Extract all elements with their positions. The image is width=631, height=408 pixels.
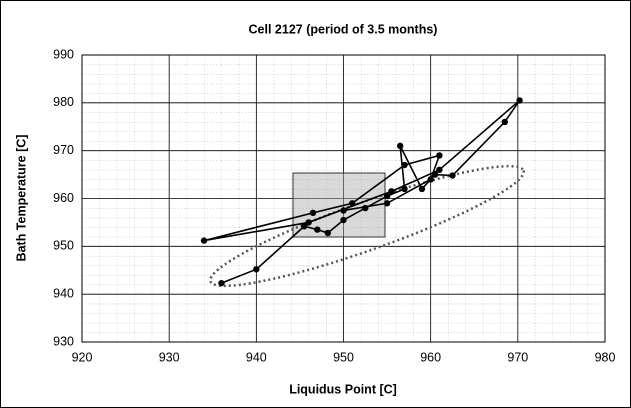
- data-point: [383, 192, 391, 200]
- y-tick-label: 960: [53, 191, 74, 205]
- x-tick-label: 920: [72, 350, 93, 364]
- data-point: [516, 97, 523, 104]
- data-point: [253, 266, 260, 273]
- data-point: [383, 200, 391, 207]
- data-point: [418, 185, 426, 193]
- y-tick-label: 970: [53, 143, 74, 157]
- data-point: [362, 204, 369, 212]
- data-point: [340, 207, 347, 214]
- data-point: [301, 223, 308, 230]
- data-point: [388, 188, 395, 195]
- data-point: [396, 142, 404, 150]
- data-point: [324, 229, 332, 237]
- x-tick-label: 950: [333, 350, 354, 364]
- y-tick-label: 990: [53, 47, 74, 61]
- data-point: [314, 226, 321, 233]
- data-point: [401, 185, 408, 193]
- chart-title: Cell 2127 (period of 3.5 months): [249, 22, 438, 36]
- x-tick-label: 960: [420, 350, 441, 364]
- plot-border: [81, 54, 606, 343]
- data-point: [401, 161, 408, 169]
- data-point: [218, 279, 225, 287]
- ellipse: [209, 164, 525, 288]
- data-point: [449, 172, 456, 179]
- marks: [200, 97, 523, 287]
- series-line: [203, 99, 521, 284]
- data-point: [436, 152, 443, 159]
- data-point: [427, 176, 434, 183]
- data-point: [349, 200, 356, 207]
- y-tick-label: 940: [53, 286, 74, 300]
- y-tick-label: 980: [53, 95, 74, 109]
- data-point: [309, 209, 317, 217]
- data-point: [340, 216, 347, 224]
- x-tick-label: 930: [159, 350, 180, 364]
- y-tick-label: 950: [53, 239, 74, 253]
- data-point: [431, 171, 439, 178]
- data-point: [436, 166, 443, 173]
- x-tick-label: 980: [595, 350, 616, 364]
- data-point: [200, 237, 208, 244]
- data-point: [305, 219, 312, 226]
- data-point: [501, 118, 508, 126]
- y-axis-label: Bath Temperature [C]: [14, 135, 28, 262]
- x-axis-label: Liquidus Point [C]: [289, 382, 397, 396]
- y-tick-label: 930: [53, 334, 74, 348]
- x-tick-label: 940: [246, 350, 267, 364]
- x-tick-label: 970: [507, 350, 528, 364]
